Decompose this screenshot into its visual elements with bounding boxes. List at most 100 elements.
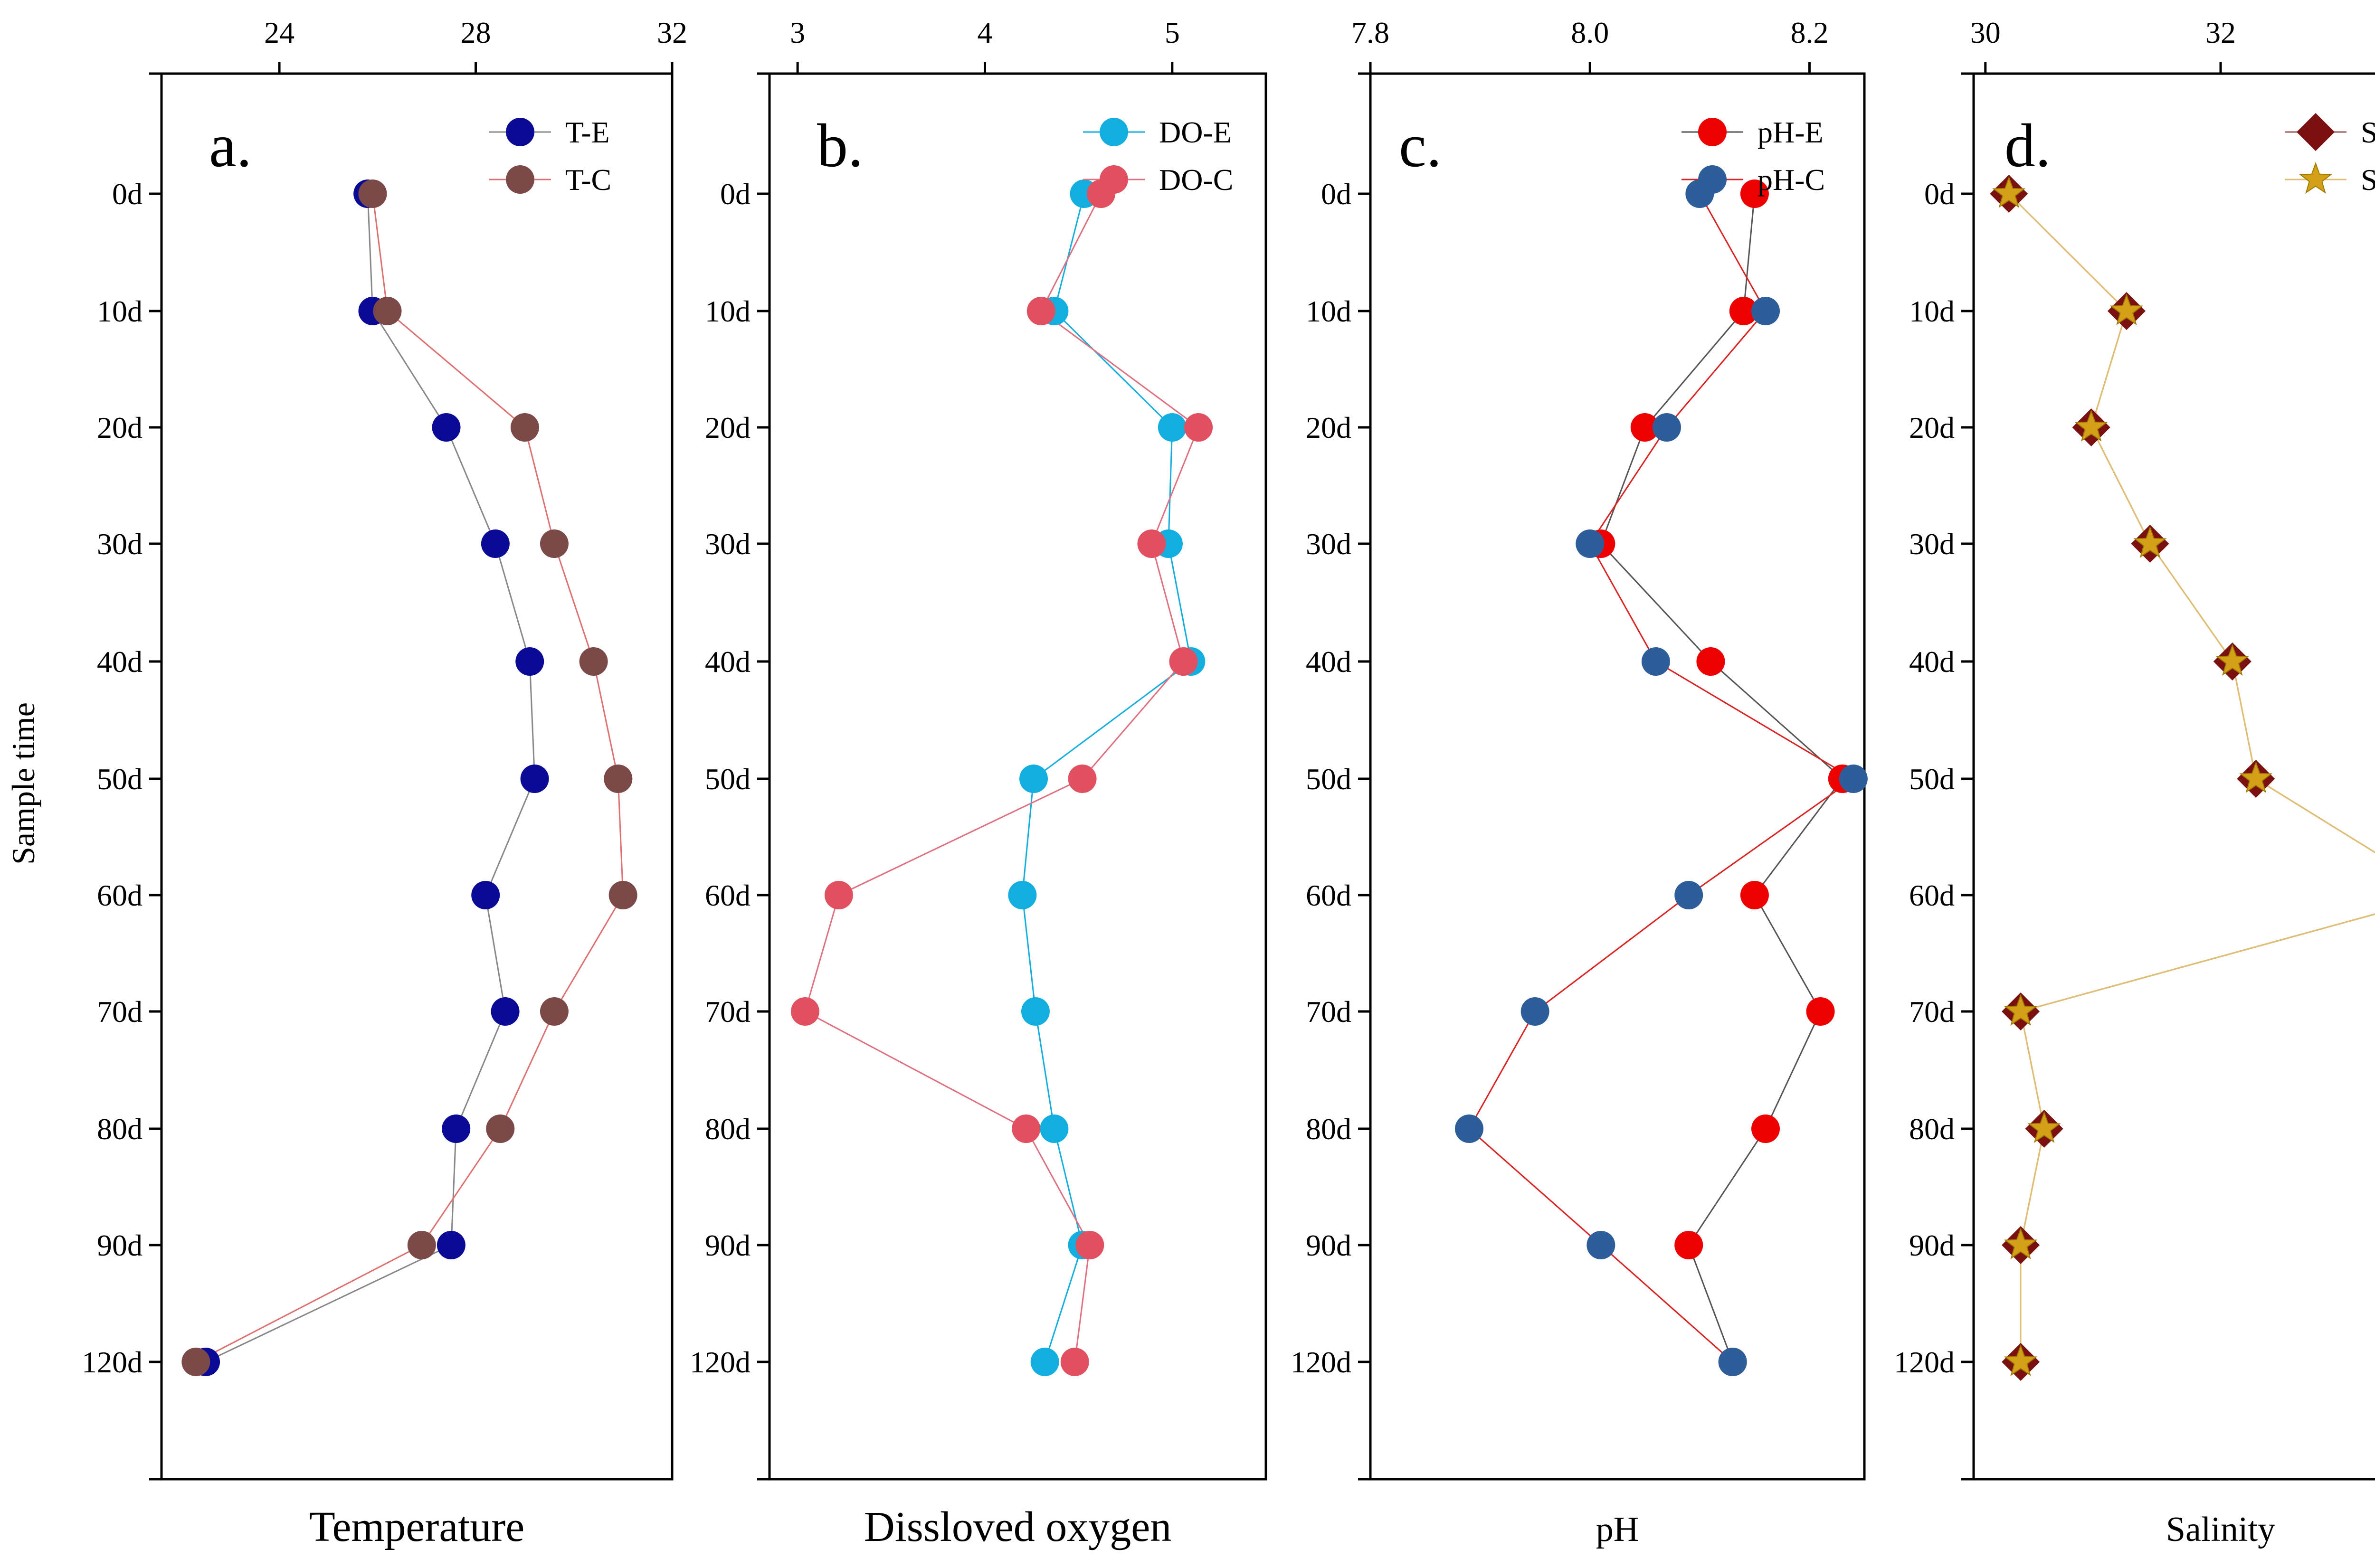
y-tick-label: 80d xyxy=(1909,1112,1955,1146)
series-line-pH-C xyxy=(1468,193,1855,1363)
data-point-DO-C xyxy=(1012,1115,1041,1143)
x-axis-label: Temperature xyxy=(309,1503,524,1550)
legend-marker xyxy=(1698,118,1727,146)
series-line-S-E xyxy=(2008,193,2375,1362)
y-tick-label: 10d xyxy=(1306,294,1351,328)
data-point-T-C xyxy=(510,413,539,442)
data-point-S-C xyxy=(2215,644,2249,676)
legend-marker xyxy=(1698,165,1727,194)
legend-marker xyxy=(1100,118,1128,146)
x-tick-label: 30 xyxy=(1970,16,2001,49)
legend-marker xyxy=(2297,113,2335,151)
x-axis-label: Salinity xyxy=(2166,1510,2275,1549)
y-tick-label: 90d xyxy=(705,1228,750,1262)
y-tick-label: 30d xyxy=(705,527,750,561)
data-point-S-C xyxy=(2074,410,2108,442)
y-tick-label: 20d xyxy=(97,411,142,444)
plot-frame xyxy=(768,72,1267,1481)
legend-marker xyxy=(506,118,534,146)
panel-label: c. xyxy=(1399,112,1442,180)
data-point-pH-E xyxy=(1674,1231,1703,1259)
data-point-DO-C xyxy=(1169,647,1198,676)
legend-label: S-C xyxy=(2361,163,2375,197)
data-point-pH-C xyxy=(1520,997,1549,1026)
y-tick-label: 40d xyxy=(97,645,142,679)
data-point-DO-E xyxy=(1030,1348,1059,1376)
y-tick-label: 20d xyxy=(1306,411,1351,444)
y-tick-label: 120d xyxy=(690,1345,750,1379)
x-tick-label: 32 xyxy=(2205,16,2236,49)
y-tick-label: 80d xyxy=(97,1112,142,1146)
y-tick-label: 30d xyxy=(1909,527,1955,561)
data-point-pH-E xyxy=(1630,413,1659,442)
y-tick-label: 60d xyxy=(1306,878,1351,912)
data-point-T-E xyxy=(432,413,461,442)
y-tick-label: 70d xyxy=(1909,995,1955,1029)
legend-label: T-C xyxy=(565,163,611,197)
panel-2: 3 4 50d10d20d30d40d50d60d70d80d90d120dDiss… xyxy=(690,16,1267,1550)
x-tick-label: 8.0 xyxy=(1571,16,1609,49)
legend-label: pH-E xyxy=(1758,115,1824,149)
y-tick-label: 0d xyxy=(112,177,142,211)
y-tick-label: 20d xyxy=(705,411,750,444)
y-tick-label: 50d xyxy=(705,762,750,796)
data-point-T-C xyxy=(540,529,569,558)
panel-1: 24 28 32 0d 10d 20d 30d 40d 50d 60d 70d 80d 90d 120d T… xyxy=(82,16,687,1550)
y-tick-label: 0d xyxy=(720,177,750,211)
data-point-pH-E xyxy=(1740,881,1769,909)
data-point-T-C xyxy=(373,297,402,325)
data-point-T-E xyxy=(515,647,544,676)
panel-label: b. xyxy=(817,112,864,180)
data-point-S-C xyxy=(2133,526,2167,558)
data-point-T-C xyxy=(358,179,387,208)
y-tick-label: 50d xyxy=(1306,762,1351,796)
legend-label: pH-C xyxy=(1758,163,1825,197)
data-point-pH-C xyxy=(1839,765,1868,793)
data-point-T-E xyxy=(491,997,520,1026)
data-point-DO-C xyxy=(1068,765,1097,793)
data-point-T-C xyxy=(579,647,608,676)
y-tick-label: 0d xyxy=(1924,177,1955,211)
series-line-T-E xyxy=(205,193,536,1363)
x-axis-label: Dissloved oxygen xyxy=(864,1503,1171,1550)
data-point-S-C xyxy=(1992,176,2026,208)
y-tick-label: 0d xyxy=(1321,177,1351,211)
data-point-T-C xyxy=(608,881,637,909)
data-point-DO-E xyxy=(1040,1115,1069,1143)
data-point-pH-C xyxy=(1751,297,1780,325)
data-point-DO-C xyxy=(1184,413,1213,442)
plot-frame xyxy=(1972,72,2375,1481)
y-tick-label: 80d xyxy=(705,1112,750,1146)
data-point-T-E xyxy=(471,881,500,909)
x-axis-label: pH xyxy=(1596,1510,1639,1549)
series-line-pH-E xyxy=(1600,193,1843,1362)
data-point-DO-C xyxy=(824,881,853,909)
data-point-pH-C xyxy=(1641,647,1670,676)
data-point-T-C xyxy=(540,997,569,1026)
x-tick-label: 28 xyxy=(461,16,491,49)
data-point-T-E xyxy=(481,529,510,558)
data-point-T-C xyxy=(407,1231,436,1259)
data-point-pH-E xyxy=(1729,297,1758,325)
data-point-DO-C xyxy=(1060,1348,1089,1376)
data-point-S-C xyxy=(2004,1344,2038,1376)
y-tick-label: 10d xyxy=(1909,294,1955,328)
data-point-S-C xyxy=(2004,994,2038,1026)
series-line-DO-C xyxy=(804,193,1199,1362)
data-point-pH-E xyxy=(1696,647,1725,676)
x-tick-label: 24 xyxy=(264,16,294,49)
panel-label: d. xyxy=(2004,112,2051,180)
data-point-pH-E xyxy=(1740,179,1769,208)
y-tick-label: 90d xyxy=(97,1228,142,1262)
y-tick-label: 80d xyxy=(1306,1112,1351,1146)
data-point-T-E xyxy=(437,1231,466,1259)
y-tick-label: 40d xyxy=(1306,645,1351,679)
data-point-pH-E xyxy=(1751,1115,1780,1143)
y-tick-label: 60d xyxy=(97,878,142,912)
legend-label: DO-C xyxy=(1159,163,1233,197)
data-point-T-C xyxy=(181,1348,210,1376)
panel-4: 3032340d10d20d30d40d50d60d70d80d90d120dS… xyxy=(1894,16,2375,1549)
data-point-S-C xyxy=(2109,293,2143,325)
y-axis-label: Sample time xyxy=(5,702,41,865)
